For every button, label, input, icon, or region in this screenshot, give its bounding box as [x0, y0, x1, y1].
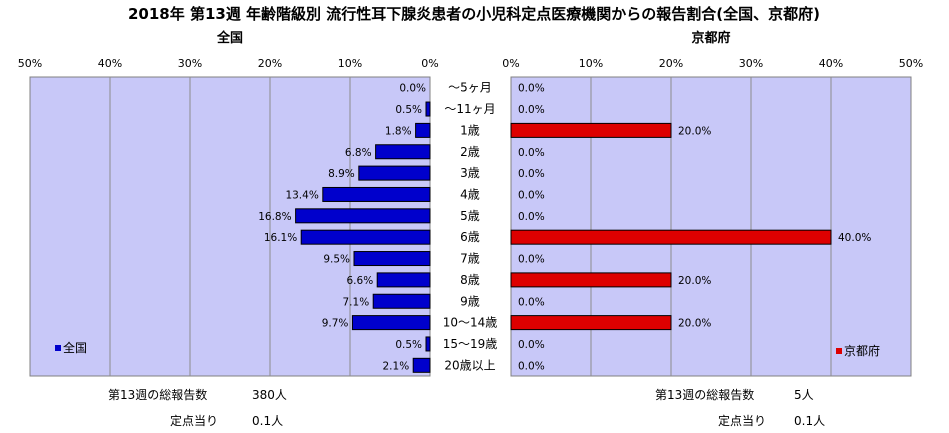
kyoto-data-label: 0.0% — [518, 296, 545, 308]
left-plot-area — [29, 76, 431, 377]
national-bar — [376, 272, 431, 288]
national-data-label: 9.5% — [323, 254, 350, 266]
national-data-label: 1.8% — [385, 125, 412, 137]
right-plot-area — [510, 76, 912, 377]
chart-title: 2018年 第13週 年齢階級別 流行性耳下腺炎患者の小児科定点医療機関からの報… — [128, 5, 820, 23]
national-data-label: 0.0% — [399, 83, 426, 95]
kyoto-bar — [510, 315, 672, 331]
kyoto-bar — [510, 272, 672, 288]
national-total-label: 第13週の総報告数 — [108, 388, 208, 402]
category-label: ～11ヶ月 — [444, 102, 495, 116]
national-per-value: 0.1人 — [252, 414, 284, 428]
kyoto-total-label: 第13週の総報告数 — [655, 388, 755, 402]
category-label: 15～19歳 — [443, 337, 498, 351]
kyoto-data-label: 0.0% — [518, 339, 545, 351]
category-label: 9歳 — [460, 294, 480, 308]
category-label: 10～14歳 — [443, 316, 498, 330]
national-bar — [412, 357, 431, 373]
national-data-label: 13.4% — [285, 189, 318, 201]
kyoto-data-label: 20.0% — [678, 125, 711, 137]
kyoto-data-label: 0.0% — [518, 147, 545, 159]
right-tick-label: 0% — [502, 57, 519, 70]
right-tick-label: 10% — [579, 57, 603, 70]
kyoto-data-label: 40.0% — [838, 232, 871, 244]
national-data-label: 9.7% — [322, 318, 349, 330]
kyoto-data-label: 20.0% — [678, 275, 711, 287]
national-bar — [353, 251, 431, 267]
national-data-label: 16.8% — [258, 211, 291, 223]
national-data-label: 8.9% — [328, 168, 355, 180]
right-tick-label: 50% — [899, 57, 923, 70]
national-data-label: 7.1% — [343, 296, 370, 308]
category-label: 3歳 — [460, 166, 480, 180]
kyoto-per-value: 0.1人 — [794, 414, 826, 428]
kyoto-data-label: 0.0% — [518, 104, 545, 116]
category-label: 6歳 — [460, 230, 480, 244]
national-bar — [372, 293, 431, 309]
left-tick-label: 40% — [98, 57, 122, 70]
kyoto-bar — [510, 122, 672, 138]
kyoto-data-label: 0.0% — [518, 168, 545, 180]
left-panel-title: 全国 — [216, 30, 243, 46]
kyoto-legend-swatch — [836, 348, 842, 354]
right-tick-label: 40% — [819, 57, 843, 70]
national-data-label: 0.5% — [395, 104, 422, 116]
left-tick-label: 10% — [338, 57, 362, 70]
kyoto-data-label: 0.0% — [518, 254, 545, 266]
category-label: ～5ヶ月 — [448, 81, 492, 95]
national-data-label: 16.1% — [264, 232, 297, 244]
kyoto-data-label: 0.0% — [518, 211, 545, 223]
left-tick-label: 0% — [421, 57, 438, 70]
national-bar — [322, 186, 431, 202]
category-label: 20歳以上 — [444, 358, 495, 372]
national-bar — [358, 165, 431, 181]
national-total-value: 380人 — [252, 388, 287, 402]
kyoto-per-label: 定点当り — [718, 414, 767, 428]
national-legend-swatch — [55, 345, 61, 351]
category-label: 8歳 — [460, 273, 480, 287]
right-tick-label: 30% — [739, 57, 763, 70]
right-panel-title: 京都府 — [691, 30, 730, 46]
category-label: 7歳 — [460, 252, 480, 266]
left-tick-label: 20% — [258, 57, 282, 70]
national-bar — [300, 229, 431, 245]
national-bar — [425, 336, 431, 352]
national-per-label: 定点当り — [170, 414, 219, 428]
category-label: 1歳 — [460, 123, 480, 137]
national-data-label: 0.5% — [395, 339, 422, 351]
category-label: 2歳 — [460, 145, 480, 159]
kyoto-data-label: 0.0% — [518, 189, 545, 201]
national-bar — [415, 122, 431, 138]
national-legend-label: 全国 — [63, 340, 87, 355]
kyoto-data-label: 0.0% — [518, 83, 545, 95]
right-tick-label: 20% — [659, 57, 683, 70]
national-data-label: 6.6% — [347, 275, 374, 287]
national-data-label: 2.1% — [383, 360, 410, 372]
kyoto-data-label: 0.0% — [518, 360, 545, 372]
category-label: 4歳 — [460, 187, 480, 201]
kyoto-bar — [510, 229, 832, 245]
kyoto-total-value: 5人 — [794, 388, 814, 402]
national-bar — [351, 315, 431, 331]
left-tick-label: 30% — [178, 57, 202, 70]
category-label: 5歳 — [460, 209, 480, 223]
left-tick-label: 50% — [18, 57, 42, 70]
national-bar — [295, 208, 431, 224]
national-bar — [425, 101, 431, 117]
kyoto-data-label: 20.0% — [678, 318, 711, 330]
national-bar — [375, 144, 431, 160]
kyoto-legend-label: 京都府 — [844, 343, 880, 358]
national-data-label: 6.8% — [345, 147, 372, 159]
